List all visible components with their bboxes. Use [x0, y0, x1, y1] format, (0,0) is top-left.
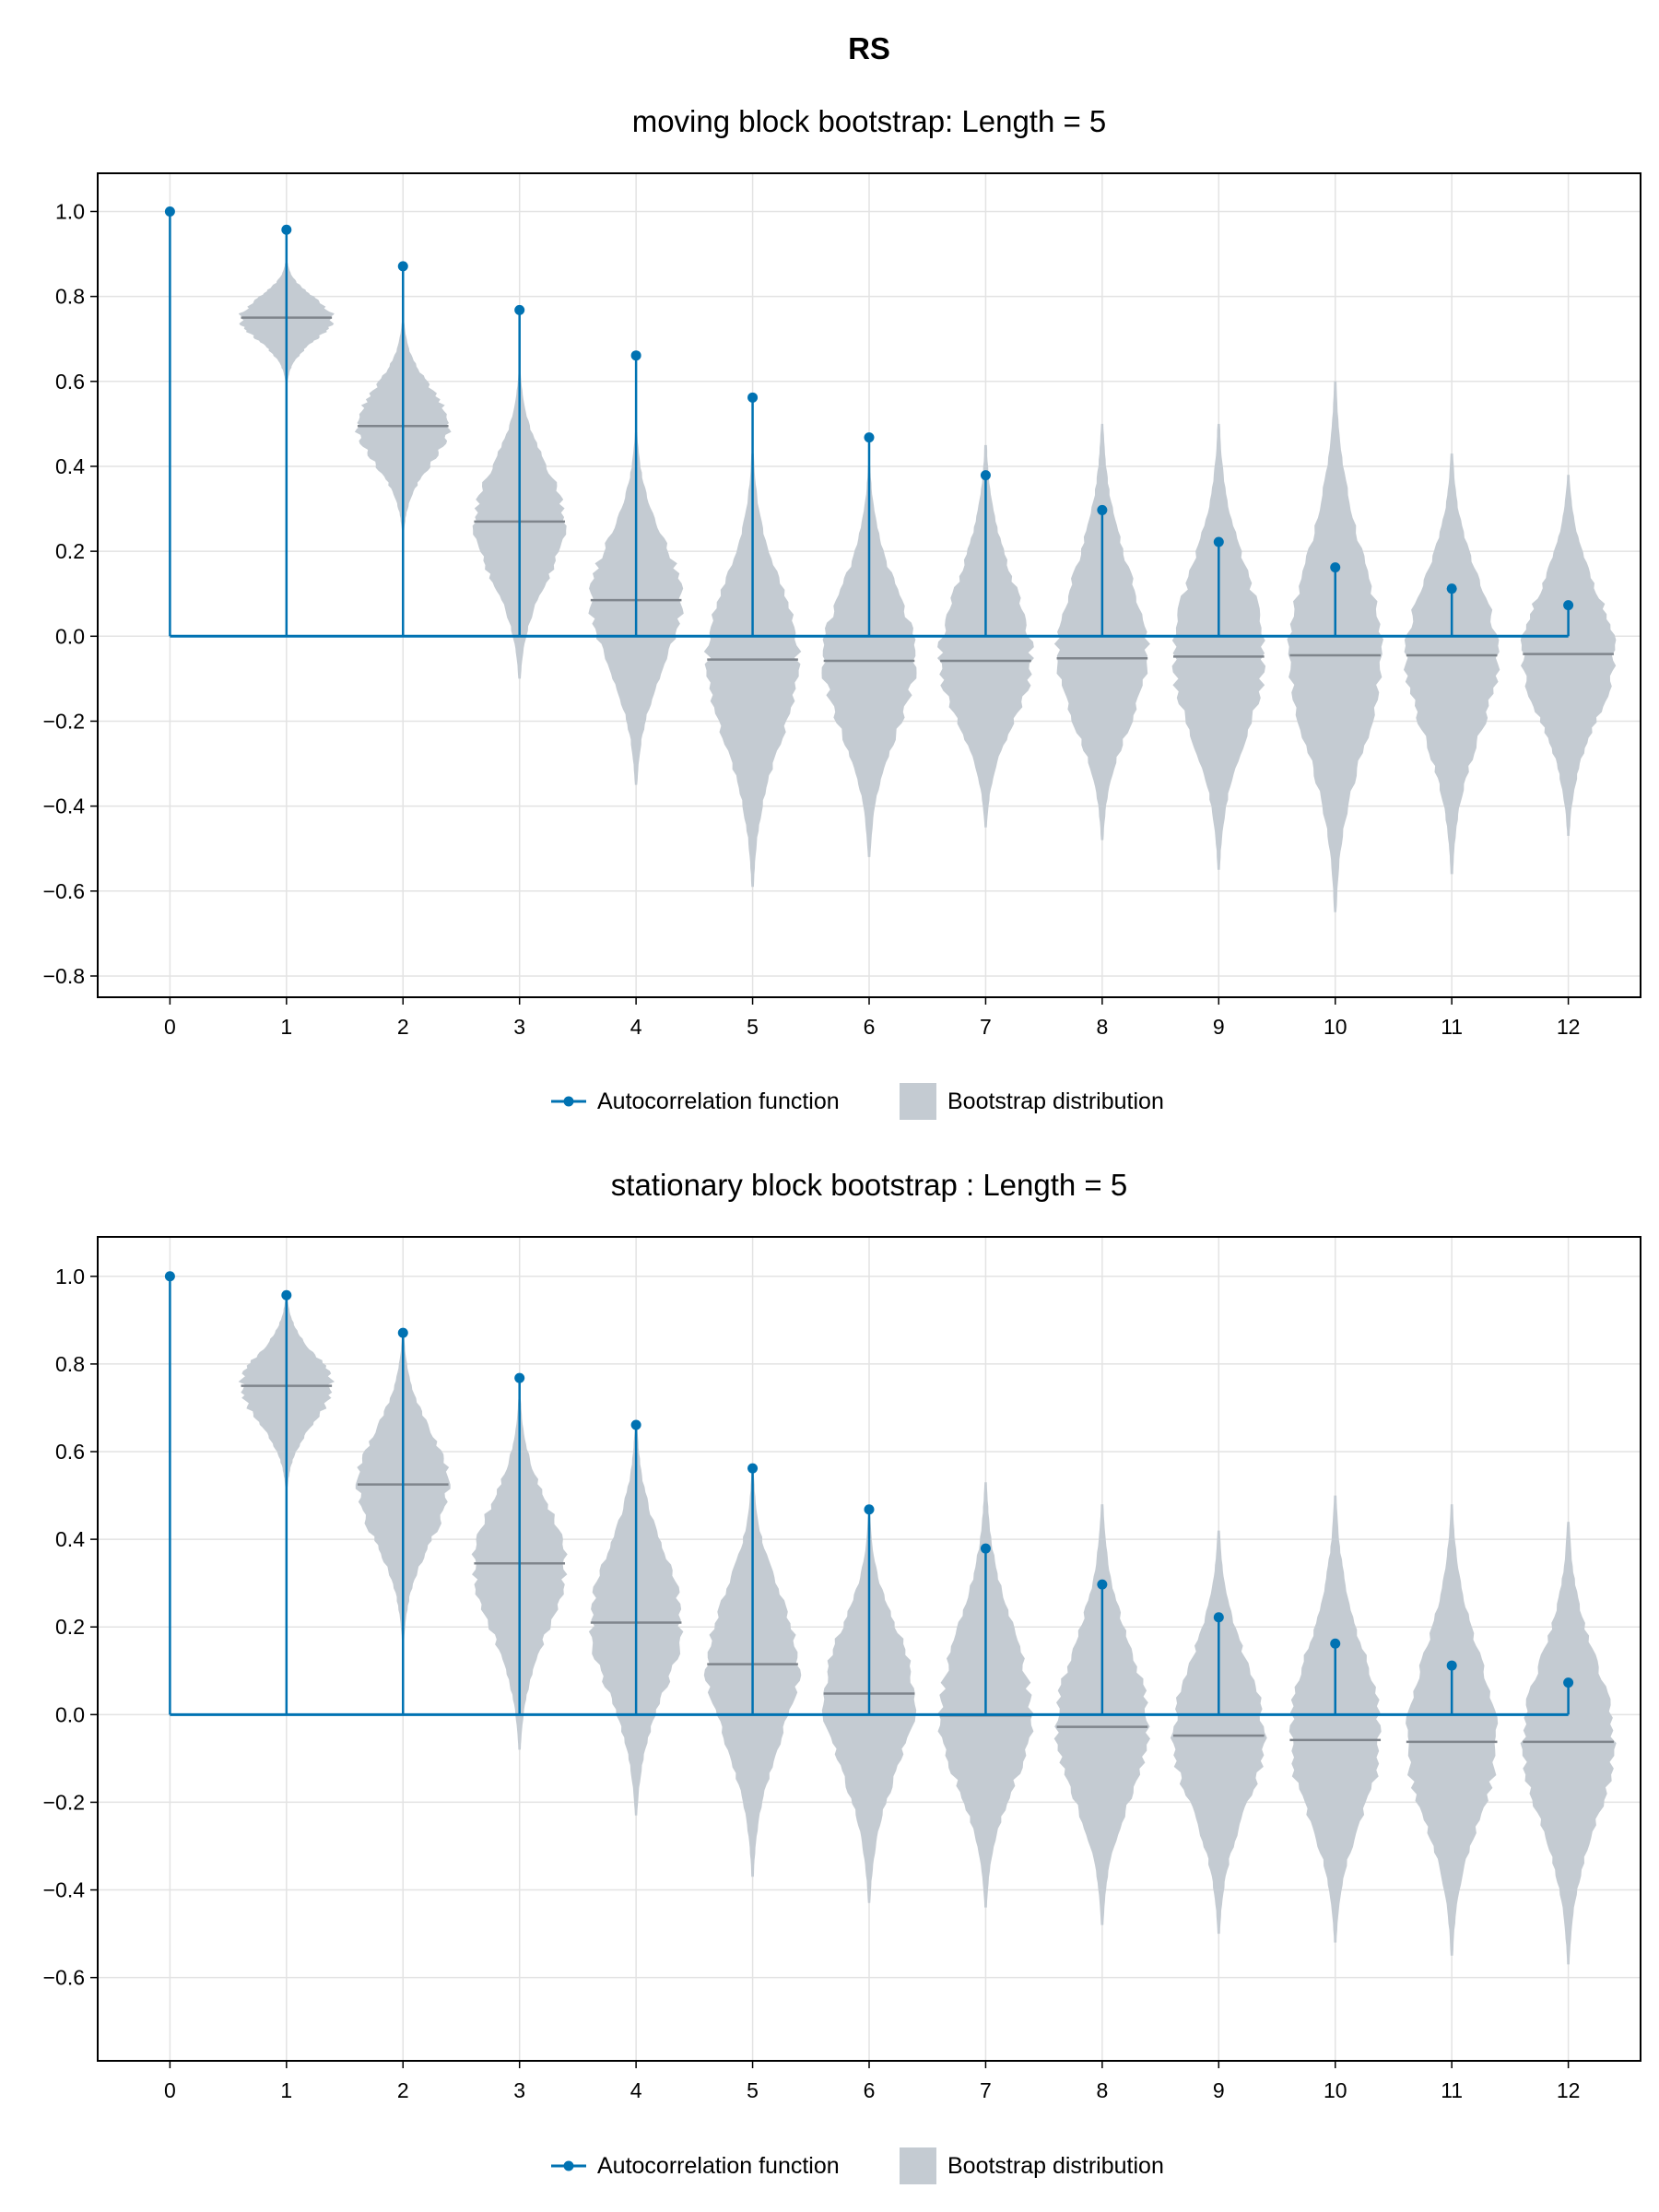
y-tick-label: 0.6	[55, 1440, 85, 1464]
x-tick-label: 2	[397, 1015, 409, 1039]
violin-lag-10	[1288, 1495, 1382, 1943]
y-tick-label: 0.4	[55, 454, 85, 478]
legend-acf-marker	[563, 1096, 574, 1107]
acf-point-lag-12	[1563, 1677, 1574, 1688]
x-tick-label: 5	[747, 2078, 759, 2102]
x-tick-label: 11	[1441, 1015, 1463, 1039]
acf-point-lag-6	[864, 432, 875, 443]
acf-point-lag-11	[1446, 583, 1457, 594]
acf-point-lag-2	[397, 261, 408, 272]
acf-point-lag-4	[630, 1419, 641, 1430]
y-tick-label: 0.2	[55, 539, 85, 563]
acf-point-lag-9	[1213, 1612, 1224, 1623]
x-tick-label: 6	[864, 2078, 876, 2102]
legend: Autocorrelation function Bootstrap distri…	[551, 1083, 1164, 1120]
legend-acf-label: Autocorrelation function	[597, 2153, 840, 2179]
acf-point-lag-9	[1213, 536, 1224, 547]
x-tick-label: 2	[397, 2078, 409, 2102]
violin-lag-9	[1171, 423, 1266, 870]
legend-boot-label: Bootstrap distribution	[947, 1088, 1164, 1114]
y-tick-label: 1.0	[55, 1265, 85, 1288]
acf-point-lag-8	[1097, 504, 1108, 515]
x-tick-label: 7	[980, 1015, 992, 1039]
legend-acf-marker	[563, 2160, 574, 2171]
y-tick-label: −0.8	[43, 964, 85, 988]
acf-point-lag-12	[1563, 600, 1574, 611]
violin-lag-11	[1404, 453, 1500, 875]
y-tick-label: 0.0	[55, 1702, 85, 1726]
y-tick-label: −0.6	[43, 879, 85, 903]
violin-lag-12	[1520, 1522, 1617, 1965]
x-tick-label: 7	[980, 2078, 992, 2102]
y-tick-label: −0.4	[43, 794, 86, 818]
x-tick-label: 8	[1096, 2078, 1108, 2102]
violin-lag-5	[703, 453, 802, 888]
acf-point-lag-4	[630, 350, 641, 361]
x-tick-label: 10	[1324, 2078, 1347, 2102]
legend-acf-label: Autocorrelation function	[597, 1088, 840, 1114]
x-tick-label: 10	[1324, 1015, 1347, 1039]
y-tick-label: −0.2	[43, 709, 85, 733]
y-tick-label: 1.0	[55, 199, 85, 223]
x-tick-label: 4	[630, 2078, 642, 2102]
y-tick-label: 0.6	[55, 370, 85, 394]
chart-title: moving block bootstrap: Length = 5	[632, 104, 1107, 138]
x-tick-label: 11	[1441, 2078, 1463, 2102]
figure-title: RS	[848, 31, 890, 65]
acf-point-lag-10	[1330, 562, 1341, 573]
violin-lag-10	[1287, 381, 1383, 912]
chart-title: stationary block bootstrap : Length = 5	[611, 1168, 1127, 1202]
acf-point-lag-6	[864, 1504, 875, 1515]
x-tick-label: 9	[1213, 1015, 1225, 1039]
acf-point-lag-1	[281, 224, 292, 235]
x-tick-label: 4	[630, 1015, 642, 1039]
y-tick-label: −0.6	[43, 1966, 85, 1990]
acf-point-lag-0	[164, 206, 175, 217]
violin-lag-11	[1406, 1504, 1499, 1956]
x-tick-label: 0	[164, 1015, 176, 1039]
acf-point-lag-2	[397, 1327, 408, 1338]
acf-point-lag-1	[281, 1289, 292, 1300]
violin-lag-9	[1170, 1530, 1267, 1935]
y-tick-label: 0.8	[55, 285, 85, 309]
x-tick-label: 3	[513, 2078, 525, 2102]
x-tick-label: 8	[1096, 1015, 1108, 1039]
x-tick-label: 6	[864, 1015, 876, 1039]
legend: Autocorrelation function Bootstrap distri…	[551, 2147, 1164, 2184]
acf-point-lag-11	[1446, 1660, 1457, 1671]
chart-panel-2: stationary block bootstrap : Length = 5 1…	[43, 1168, 1641, 2184]
x-tick-label: 0	[164, 2078, 176, 2102]
y-tick-label: 0.2	[55, 1615, 85, 1639]
acf-point-lag-3	[514, 1372, 525, 1383]
y-tick-label: −0.2	[43, 1790, 85, 1814]
acf-point-lag-5	[747, 392, 759, 403]
legend-boot-label: Bootstrap distribution	[947, 2153, 1164, 2179]
legend-boot-swatch	[900, 2147, 936, 2184]
violin-lag-12	[1520, 475, 1617, 836]
acf-point-lag-7	[980, 1543, 991, 1554]
acf-point-lag-7	[980, 470, 991, 481]
acf-point-lag-5	[747, 1463, 759, 1474]
x-tick-label: 3	[513, 1015, 525, 1039]
x-tick-label: 9	[1213, 2078, 1225, 2102]
x-tick-label: 12	[1557, 1015, 1581, 1039]
x-tick-label: 1	[280, 2078, 292, 2102]
x-tick-label: 1	[280, 1015, 292, 1039]
y-tick-label: −0.4	[43, 1878, 86, 1902]
y-tick-label: 0.4	[55, 1527, 85, 1551]
legend-boot-swatch	[900, 1083, 936, 1120]
acf-point-lag-3	[514, 304, 525, 315]
y-tick-label: 0.0	[55, 624, 85, 648]
y-tick-label: 0.8	[55, 1352, 85, 1376]
acf-point-lag-8	[1097, 1579, 1108, 1590]
chart-panel-1: moving block bootstrap: Length = 5 1.0 0.8…	[43, 104, 1641, 1120]
acf-point-lag-0	[164, 1271, 175, 1282]
acf-point-lag-10	[1330, 1638, 1341, 1649]
x-tick-label: 12	[1557, 2078, 1581, 2102]
x-tick-label: 5	[747, 1015, 759, 1039]
